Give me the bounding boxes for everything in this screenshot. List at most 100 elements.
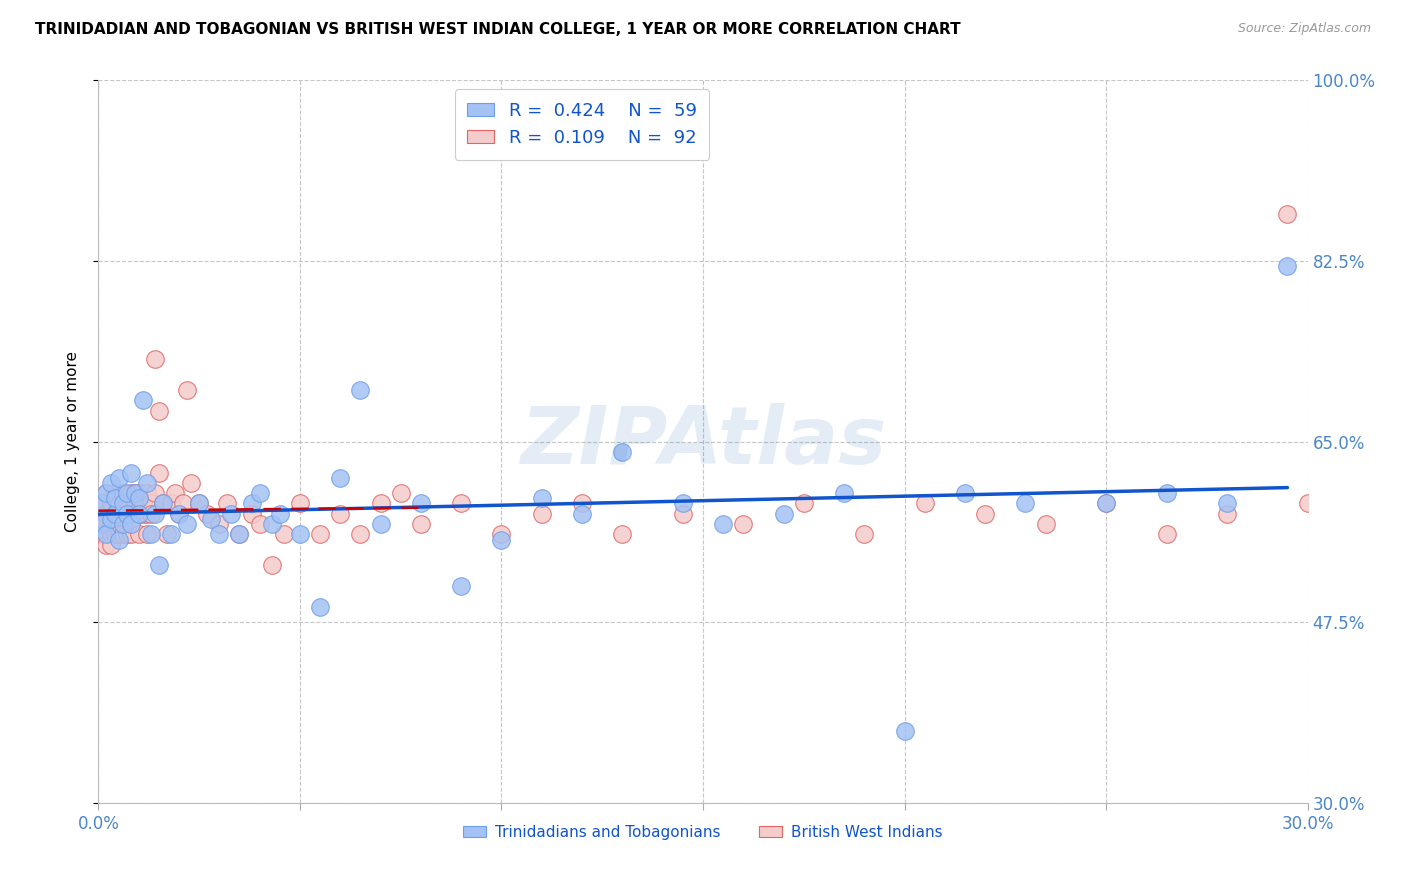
Point [288,496,311,510]
Point [188,496,211,510]
Point [115,507,138,521]
Point [91,496,114,510]
Point [491,533,513,547]
Point [349,527,371,541]
Point [111,517,134,532]
Point [132,496,155,510]
Point [571,507,593,521]
Point [953,486,976,500]
Point [115,527,138,541]
Point [160,496,183,510]
Point [132,507,155,521]
Point [107,470,129,484]
Point [135,486,157,500]
Point [128,491,150,506]
Point [1376,507,1399,521]
Point [249,486,271,500]
Point [612,527,634,541]
Point [120,527,142,541]
Point [132,393,155,408]
Point [273,527,295,541]
Point [91,496,114,510]
Point [107,496,129,510]
Point [143,351,166,366]
Point [128,527,150,541]
Point [349,383,371,397]
Point [100,512,122,526]
Point [120,507,142,521]
Point [370,496,392,510]
Point [167,507,190,521]
Point [111,496,134,510]
Point [120,517,142,532]
Point [91,517,114,532]
Point [772,507,794,521]
Point [1216,507,1239,521]
Point [733,517,755,532]
Point [128,507,150,521]
Point [1216,496,1239,510]
Point [370,517,392,532]
Point [1095,496,1118,510]
Point [115,486,138,500]
Point [188,496,211,510]
Point [124,486,146,500]
Point [240,496,263,510]
Point [111,486,134,500]
Point [1296,496,1319,510]
Point [103,491,125,506]
Point [139,496,162,510]
Point [128,507,150,521]
Point [100,517,122,532]
Point [163,486,186,500]
Point [148,466,170,480]
Point [120,517,142,532]
Point [111,507,134,521]
Point [329,507,352,521]
Point [249,517,271,532]
Point [120,466,142,480]
Point [167,507,190,521]
Point [221,507,243,521]
Point [120,486,142,500]
Point [853,527,876,541]
Point [96,486,118,500]
Point [172,496,194,510]
Point [491,527,513,541]
Point [148,403,170,417]
Point [1014,496,1036,510]
Point [107,517,129,532]
Point [329,470,352,484]
Point [160,527,183,541]
Point [1095,496,1118,510]
Point [1398,517,1406,532]
Point [288,527,311,541]
Point [530,491,553,506]
Point [1357,496,1379,510]
Point [107,527,129,541]
Point [96,486,118,500]
Point [103,507,125,521]
Point [793,496,815,510]
Point [974,507,997,521]
Point [571,496,593,510]
Point [1156,486,1178,500]
Point [152,496,174,510]
Point [96,527,118,541]
Point [156,527,179,541]
Point [103,507,125,521]
Point [228,527,250,541]
Point [96,507,118,521]
Point [124,486,146,500]
Point [128,486,150,500]
Point [893,723,915,738]
Point [195,507,218,521]
Point [1277,207,1299,221]
Point [96,527,118,541]
Point [139,527,162,541]
Point [100,496,122,510]
Point [914,496,936,510]
Point [409,496,432,510]
Point [1316,507,1339,521]
Point [143,507,166,521]
